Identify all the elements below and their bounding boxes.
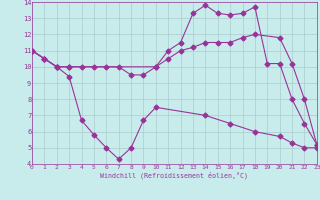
X-axis label: Windchill (Refroidissement éolien,°C): Windchill (Refroidissement éolien,°C) [100, 171, 248, 179]
